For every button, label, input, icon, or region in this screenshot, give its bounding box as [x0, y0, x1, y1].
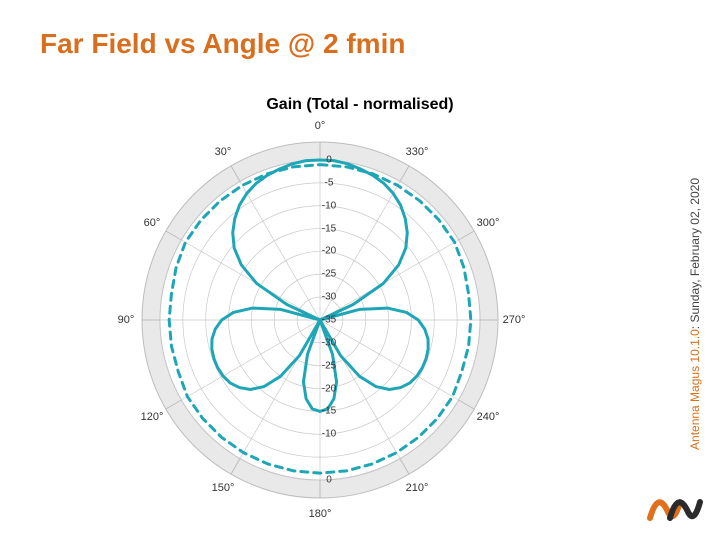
angle-label: 60° — [144, 217, 161, 229]
chart-title: Gain (Total - normalised) — [0, 96, 720, 114]
angle-label: 150° — [212, 482, 235, 494]
polar-svg — [120, 120, 520, 520]
r-label: 0 — [326, 475, 332, 486]
angle-label: 30° — [215, 146, 232, 158]
r-label: -30 — [322, 337, 336, 348]
r-label: -30 — [322, 292, 336, 303]
product-date: : Sunday, February 02, 2020 — [688, 178, 702, 329]
angle-label: 300° — [477, 217, 500, 229]
logo-svg — [646, 482, 706, 526]
r-label: -20 — [322, 383, 336, 394]
r-label: -10 — [322, 200, 336, 211]
r-label: -10 — [322, 429, 336, 440]
vertical-footer: Antenna Magus 10.1.0: Sunday, February 0… — [688, 178, 702, 450]
r-label: -20 — [322, 246, 336, 257]
slide-title: Far Field vs Angle @ 2 fmin — [40, 28, 405, 60]
angle-label: 120° — [141, 411, 164, 423]
polar-chart: 0°330°300°270°240°210°180°150°120°90°60°… — [120, 120, 520, 520]
product-name: Antenna Magus 10.1.0 — [688, 329, 702, 450]
r-label: -25 — [322, 269, 336, 280]
logo — [646, 482, 706, 526]
angle-label: 240° — [477, 411, 500, 423]
angle-label: 180° — [309, 508, 332, 520]
r-label: 0 — [326, 155, 332, 166]
angle-label: 330° — [406, 146, 429, 158]
r-label: -15 — [322, 223, 336, 234]
angle-label: 270° — [503, 314, 526, 326]
r-label: -35 — [322, 315, 336, 326]
r-label: -5 — [325, 177, 334, 188]
angle-label: 90° — [118, 314, 135, 326]
r-label: -15 — [322, 406, 336, 417]
angle-label: 0° — [315, 120, 326, 132]
angle-label: 210° — [406, 482, 429, 494]
r-label: -25 — [322, 360, 336, 371]
